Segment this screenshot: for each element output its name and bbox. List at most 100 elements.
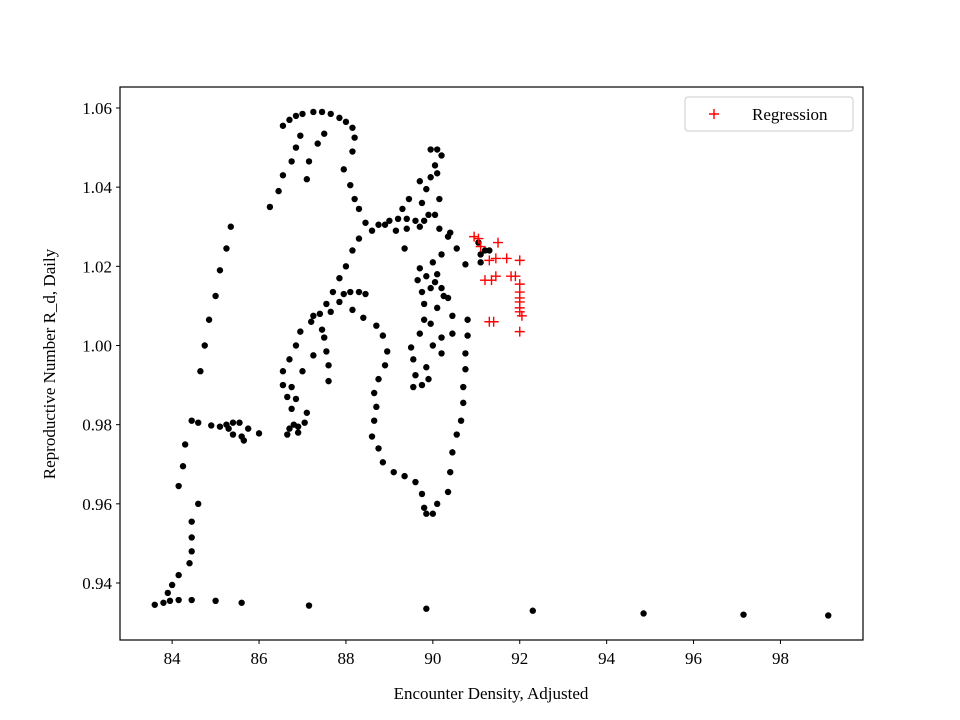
point [351, 195, 358, 203]
point [425, 211, 432, 219]
point [288, 158, 295, 165]
x-tick-label: 98 [772, 649, 789, 668]
point [433, 304, 441, 312]
point [310, 312, 317, 320]
point [436, 225, 443, 232]
point [225, 425, 232, 432]
point [305, 602, 313, 609]
point [431, 278, 439, 286]
point [284, 431, 291, 438]
point [438, 284, 445, 292]
point [375, 221, 382, 228]
x-axis-label: Encounter Density, Adjusted [394, 684, 589, 703]
point [179, 463, 187, 470]
y-tick-label: 1.00 [82, 336, 112, 355]
point [418, 288, 426, 296]
point [420, 217, 428, 224]
point [229, 431, 237, 438]
point [488, 316, 499, 327]
point [423, 605, 430, 612]
point [431, 211, 439, 219]
point [403, 215, 410, 223]
point [195, 419, 202, 426]
point [420, 504, 428, 511]
x-tick-label: 86 [251, 649, 268, 668]
point [412, 217, 419, 224]
point [255, 430, 263, 437]
point [438, 334, 445, 341]
point [347, 288, 354, 296]
point [186, 560, 193, 567]
point [151, 601, 158, 608]
point [433, 271, 441, 278]
point [449, 330, 456, 337]
point [349, 124, 356, 131]
y-tick-label: 0.94 [82, 574, 112, 593]
point [329, 288, 337, 296]
point [188, 518, 195, 525]
point [318, 326, 326, 333]
point [336, 274, 343, 282]
point [305, 158, 313, 165]
point [303, 176, 311, 183]
point [216, 423, 224, 430]
point [208, 422, 215, 429]
plot-frame [119, 86, 864, 641]
point [420, 300, 428, 308]
point [416, 330, 424, 337]
point [438, 152, 445, 159]
point [314, 140, 321, 147]
point [310, 352, 317, 359]
point [362, 290, 369, 298]
point [310, 108, 317, 116]
point [288, 405, 295, 413]
point [427, 284, 434, 292]
point [340, 290, 347, 298]
point [429, 510, 437, 517]
point [292, 342, 300, 349]
point [355, 205, 363, 213]
y-tick-label: 1.04 [82, 178, 112, 197]
y-tick-label: 1.02 [82, 257, 112, 276]
point [464, 332, 471, 339]
point [292, 144, 300, 151]
point [410, 356, 417, 363]
point [462, 350, 469, 357]
point [516, 310, 527, 321]
point [427, 174, 434, 181]
point [188, 596, 195, 604]
point [175, 596, 182, 604]
point [429, 342, 437, 349]
point [286, 425, 293, 432]
point [325, 377, 332, 385]
point [401, 472, 408, 480]
point [464, 316, 471, 323]
point [490, 253, 501, 264]
point [349, 306, 356, 314]
point [436, 195, 443, 203]
point [431, 162, 439, 169]
point [469, 231, 480, 242]
point [418, 381, 426, 389]
point [447, 229, 454, 236]
point [284, 393, 291, 401]
point [407, 344, 415, 351]
point [473, 233, 484, 244]
point [444, 488, 452, 496]
point [453, 245, 460, 252]
point [370, 417, 378, 424]
point [238, 599, 245, 606]
point [323, 300, 330, 308]
point [336, 114, 343, 122]
point [327, 110, 334, 118]
point [294, 423, 302, 430]
point [340, 166, 347, 173]
point [301, 419, 308, 426]
point [477, 251, 484, 258]
point [425, 375, 432, 383]
point [307, 318, 315, 325]
point [275, 187, 282, 195]
point [368, 433, 376, 440]
point [405, 195, 413, 203]
x-tick-label: 94 [598, 649, 616, 668]
